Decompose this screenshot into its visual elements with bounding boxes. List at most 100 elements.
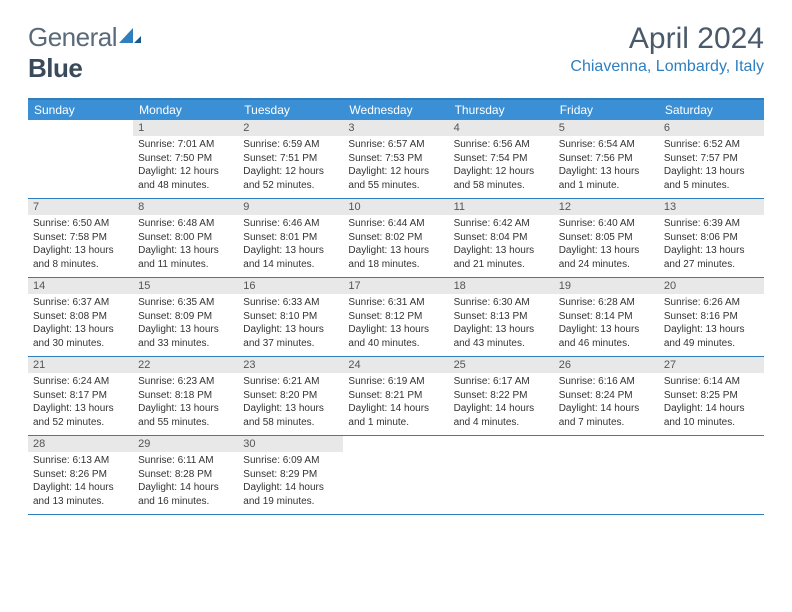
cell-body: Sunrise: 6:54 AMSunset: 7:56 PMDaylight:… <box>554 136 659 196</box>
day-number: 3 <box>343 120 448 136</box>
cell-body: Sunrise: 6:17 AMSunset: 8:22 PMDaylight:… <box>449 373 554 433</box>
day-header: Saturday <box>659 100 764 120</box>
day-number: 26 <box>554 357 659 373</box>
day-header: Sunday <box>28 100 133 120</box>
day-number: 23 <box>238 357 343 373</box>
day-number: 2 <box>238 120 343 136</box>
cell-body: Sunrise: 6:13 AMSunset: 8:26 PMDaylight:… <box>28 452 133 512</box>
calendar-week: 7Sunrise: 6:50 AMSunset: 7:58 PMDaylight… <box>28 199 764 278</box>
title-block: April 2024 Chiavenna, Lombardy, Italy <box>570 22 764 76</box>
day-number: 5 <box>554 120 659 136</box>
day-number: 8 <box>133 199 238 215</box>
cell-body: Sunrise: 6:14 AMSunset: 8:25 PMDaylight:… <box>659 373 764 433</box>
day-number: 12 <box>554 199 659 215</box>
calendar-cell: 24Sunrise: 6:19 AMSunset: 8:21 PMDayligh… <box>343 357 448 435</box>
calendar-week: 28Sunrise: 6:13 AMSunset: 8:26 PMDayligh… <box>28 436 764 515</box>
cell-body: Sunrise: 6:42 AMSunset: 8:04 PMDaylight:… <box>449 215 554 275</box>
day-number: 21 <box>28 357 133 373</box>
cell-body: Sunrise: 6:19 AMSunset: 8:21 PMDaylight:… <box>343 373 448 433</box>
calendar-cell: 11Sunrise: 6:42 AMSunset: 8:04 PMDayligh… <box>449 199 554 277</box>
calendar-cell <box>554 436 659 514</box>
day-number: 13 <box>659 199 764 215</box>
calendar-cell: 6Sunrise: 6:52 AMSunset: 7:57 PMDaylight… <box>659 120 764 198</box>
day-number: 17 <box>343 278 448 294</box>
calendar-cell: 25Sunrise: 6:17 AMSunset: 8:22 PMDayligh… <box>449 357 554 435</box>
calendar-cell: 4Sunrise: 6:56 AMSunset: 7:54 PMDaylight… <box>449 120 554 198</box>
calendar-cell: 27Sunrise: 6:14 AMSunset: 8:25 PMDayligh… <box>659 357 764 435</box>
cell-body: Sunrise: 6:57 AMSunset: 7:53 PMDaylight:… <box>343 136 448 196</box>
cell-body: Sunrise: 6:44 AMSunset: 8:02 PMDaylight:… <box>343 215 448 275</box>
cell-body: Sunrise: 6:40 AMSunset: 8:05 PMDaylight:… <box>554 215 659 275</box>
day-header: Monday <box>133 100 238 120</box>
cell-body: Sunrise: 6:24 AMSunset: 8:17 PMDaylight:… <box>28 373 133 433</box>
day-number: 30 <box>238 436 343 452</box>
day-number: 6 <box>659 120 764 136</box>
calendar-cell <box>659 436 764 514</box>
day-number: 15 <box>133 278 238 294</box>
calendar-cell: 22Sunrise: 6:23 AMSunset: 8:18 PMDayligh… <box>133 357 238 435</box>
day-number: 11 <box>449 199 554 215</box>
calendar-cell: 20Sunrise: 6:26 AMSunset: 8:16 PMDayligh… <box>659 278 764 356</box>
day-number: 28 <box>28 436 133 452</box>
calendar-cell: 2Sunrise: 6:59 AMSunset: 7:51 PMDaylight… <box>238 120 343 198</box>
calendar-cell: 28Sunrise: 6:13 AMSunset: 8:26 PMDayligh… <box>28 436 133 514</box>
day-header: Friday <box>554 100 659 120</box>
calendar-cell: 26Sunrise: 6:16 AMSunset: 8:24 PMDayligh… <box>554 357 659 435</box>
calendar-cell: 10Sunrise: 6:44 AMSunset: 8:02 PMDayligh… <box>343 199 448 277</box>
calendar-cell: 14Sunrise: 6:37 AMSunset: 8:08 PMDayligh… <box>28 278 133 356</box>
calendar-cell: 21Sunrise: 6:24 AMSunset: 8:17 PMDayligh… <box>28 357 133 435</box>
calendar-cell: 17Sunrise: 6:31 AMSunset: 8:12 PMDayligh… <box>343 278 448 356</box>
location: Chiavenna, Lombardy, Italy <box>570 58 764 76</box>
calendar-cell: 19Sunrise: 6:28 AMSunset: 8:14 PMDayligh… <box>554 278 659 356</box>
calendar-cell: 5Sunrise: 6:54 AMSunset: 7:56 PMDaylight… <box>554 120 659 198</box>
cell-body: Sunrise: 6:39 AMSunset: 8:06 PMDaylight:… <box>659 215 764 275</box>
cell-body: Sunrise: 6:46 AMSunset: 8:01 PMDaylight:… <box>238 215 343 275</box>
cell-body: Sunrise: 6:23 AMSunset: 8:18 PMDaylight:… <box>133 373 238 433</box>
day-number: 14 <box>28 278 133 294</box>
day-number: 24 <box>343 357 448 373</box>
day-number: 1 <box>133 120 238 136</box>
day-number: 22 <box>133 357 238 373</box>
calendar-cell: 18Sunrise: 6:30 AMSunset: 8:13 PMDayligh… <box>449 278 554 356</box>
day-number: 29 <box>133 436 238 452</box>
calendar-week: 14Sunrise: 6:37 AMSunset: 8:08 PMDayligh… <box>28 278 764 357</box>
calendar-cell: 16Sunrise: 6:33 AMSunset: 8:10 PMDayligh… <box>238 278 343 356</box>
header: GeneralBlue April 2024 Chiavenna, Lombar… <box>0 0 792 92</box>
cell-body: Sunrise: 6:52 AMSunset: 7:57 PMDaylight:… <box>659 136 764 196</box>
logo-part1: General <box>28 22 117 52</box>
logo-sail-icon <box>119 22 141 52</box>
calendar-cell: 23Sunrise: 6:21 AMSunset: 8:20 PMDayligh… <box>238 357 343 435</box>
day-header: Wednesday <box>343 100 448 120</box>
calendar-cell <box>343 436 448 514</box>
cell-body: Sunrise: 6:35 AMSunset: 8:09 PMDaylight:… <box>133 294 238 354</box>
calendar-week: 1Sunrise: 7:01 AMSunset: 7:50 PMDaylight… <box>28 120 764 199</box>
day-number: 18 <box>449 278 554 294</box>
day-number: 7 <box>28 199 133 215</box>
logo-text: GeneralBlue <box>28 22 141 84</box>
calendar-cell: 12Sunrise: 6:40 AMSunset: 8:05 PMDayligh… <box>554 199 659 277</box>
cell-body: Sunrise: 6:09 AMSunset: 8:29 PMDaylight:… <box>238 452 343 512</box>
cell-body: Sunrise: 6:26 AMSunset: 8:16 PMDaylight:… <box>659 294 764 354</box>
calendar-cell: 8Sunrise: 6:48 AMSunset: 8:00 PMDaylight… <box>133 199 238 277</box>
cell-body: Sunrise: 6:28 AMSunset: 8:14 PMDaylight:… <box>554 294 659 354</box>
logo-part2: Blue <box>28 53 82 83</box>
day-number: 4 <box>449 120 554 136</box>
day-number: 27 <box>659 357 764 373</box>
cell-body: Sunrise: 6:11 AMSunset: 8:28 PMDaylight:… <box>133 452 238 512</box>
day-number: 20 <box>659 278 764 294</box>
calendar-cell: 7Sunrise: 6:50 AMSunset: 7:58 PMDaylight… <box>28 199 133 277</box>
day-header: Tuesday <box>238 100 343 120</box>
day-number: 16 <box>238 278 343 294</box>
cell-body: Sunrise: 6:56 AMSunset: 7:54 PMDaylight:… <box>449 136 554 196</box>
calendar: SundayMondayTuesdayWednesdayThursdayFrid… <box>28 98 764 515</box>
cell-body: Sunrise: 6:37 AMSunset: 8:08 PMDaylight:… <box>28 294 133 354</box>
calendar-week: 21Sunrise: 6:24 AMSunset: 8:17 PMDayligh… <box>28 357 764 436</box>
calendar-cell <box>449 436 554 514</box>
cell-body: Sunrise: 6:16 AMSunset: 8:24 PMDaylight:… <box>554 373 659 433</box>
calendar-cell: 30Sunrise: 6:09 AMSunset: 8:29 PMDayligh… <box>238 436 343 514</box>
cell-body: Sunrise: 6:48 AMSunset: 8:00 PMDaylight:… <box>133 215 238 275</box>
calendar-cell: 29Sunrise: 6:11 AMSunset: 8:28 PMDayligh… <box>133 436 238 514</box>
calendar-cell: 3Sunrise: 6:57 AMSunset: 7:53 PMDaylight… <box>343 120 448 198</box>
cell-body: Sunrise: 6:21 AMSunset: 8:20 PMDaylight:… <box>238 373 343 433</box>
month-title: April 2024 <box>570 22 764 56</box>
